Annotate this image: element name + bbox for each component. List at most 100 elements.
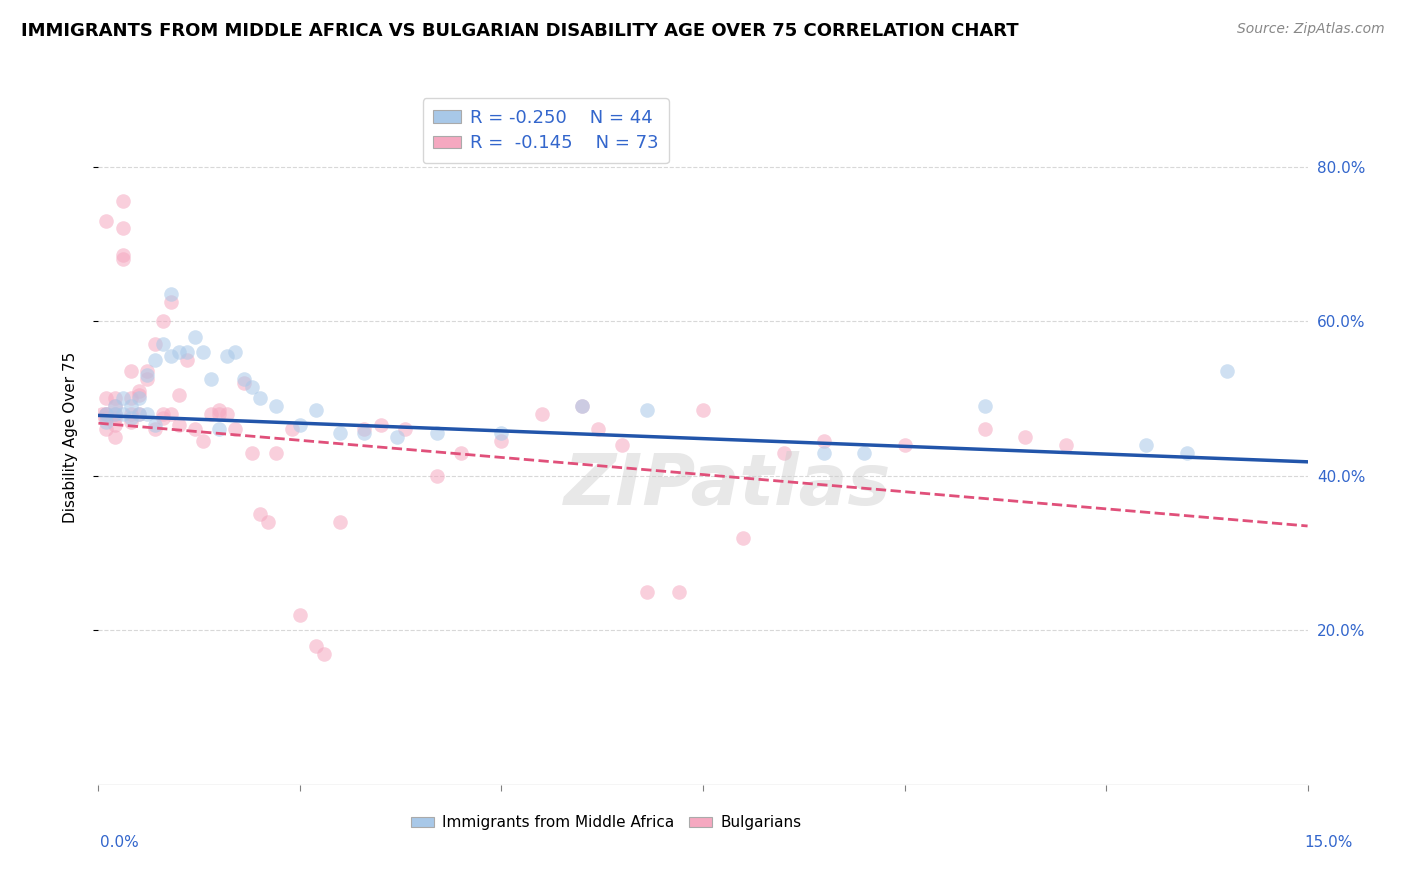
Point: [1014, 430, 1036, 444]
Point: [264, 399, 287, 413]
Point: [103, 410, 125, 425]
Point: [160, 349, 183, 363]
Point: [111, 194, 134, 209]
Point: [256, 515, 278, 529]
Point: [974, 399, 997, 413]
Point: [96, 422, 118, 436]
Point: [426, 468, 449, 483]
Point: [224, 422, 246, 436]
Point: [232, 376, 254, 390]
Legend: Immigrants from Middle Africa, Bulgarians: Immigrants from Middle Africa, Bulgarian…: [405, 809, 807, 837]
Point: [96, 213, 118, 227]
Point: [96, 407, 118, 421]
Point: [120, 399, 142, 413]
Point: [143, 422, 166, 436]
Point: [167, 345, 190, 359]
Point: [103, 392, 125, 406]
Point: [143, 418, 166, 433]
Point: [692, 403, 714, 417]
Point: [1135, 438, 1157, 452]
Point: [111, 407, 134, 421]
Point: [103, 418, 125, 433]
Point: [394, 422, 416, 436]
Point: [264, 445, 287, 459]
Point: [530, 407, 553, 421]
Text: IMMIGRANTS FROM MIDDLE AFRICA VS BULGARIAN DISABILITY AGE OVER 75 CORRELATION CH: IMMIGRANTS FROM MIDDLE AFRICA VS BULGARI…: [21, 22, 1019, 40]
Point: [103, 407, 125, 421]
Point: [288, 607, 311, 622]
Point: [305, 403, 328, 417]
Point: [288, 418, 311, 433]
Point: [240, 445, 263, 459]
Point: [636, 584, 658, 599]
Point: [208, 403, 231, 417]
Point: [426, 426, 449, 441]
Point: [143, 337, 166, 351]
Point: [329, 515, 352, 529]
Point: [152, 337, 174, 351]
Point: [249, 508, 271, 522]
Point: [91, 407, 114, 421]
Point: [167, 418, 190, 433]
Point: [128, 384, 150, 398]
Point: [240, 380, 263, 394]
Point: [491, 426, 513, 441]
Point: [128, 407, 150, 421]
Text: Source: ZipAtlas.com: Source: ZipAtlas.com: [1237, 22, 1385, 37]
Point: [370, 418, 392, 433]
Point: [103, 399, 125, 413]
Point: [96, 415, 118, 429]
Point: [128, 392, 150, 406]
Point: [120, 415, 142, 429]
Point: [111, 248, 134, 262]
Point: [120, 364, 142, 378]
Point: [135, 407, 157, 421]
Point: [571, 399, 593, 413]
Point: [103, 399, 125, 413]
Point: [314, 647, 336, 661]
Point: [103, 430, 125, 444]
Point: [491, 434, 513, 448]
Point: [772, 445, 794, 459]
Point: [217, 407, 239, 421]
Point: [152, 407, 174, 421]
Point: [200, 372, 222, 386]
Y-axis label: Disability Age Over 75: Disability Age Over 75: [63, 351, 77, 523]
Point: [160, 407, 183, 421]
Text: 15.0%: 15.0%: [1305, 836, 1353, 850]
Point: [612, 438, 634, 452]
Point: [1175, 445, 1198, 459]
Point: [208, 422, 231, 436]
Point: [329, 426, 352, 441]
Point: [96, 407, 118, 421]
Point: [385, 430, 408, 444]
Point: [733, 531, 755, 545]
Point: [305, 639, 328, 653]
Point: [96, 392, 118, 406]
Point: [120, 410, 142, 425]
Point: [152, 410, 174, 425]
Point: [135, 364, 157, 378]
Point: [193, 434, 215, 448]
Point: [217, 349, 239, 363]
Point: [450, 445, 472, 459]
Point: [176, 345, 198, 359]
Point: [135, 372, 157, 386]
Point: [103, 407, 125, 421]
Point: [813, 434, 835, 448]
Point: [853, 445, 876, 459]
Text: 0.0%: 0.0%: [100, 836, 139, 850]
Point: [200, 407, 222, 421]
Point: [152, 314, 174, 328]
Point: [193, 345, 215, 359]
Point: [1054, 438, 1077, 452]
Point: [1216, 364, 1239, 378]
Point: [571, 399, 593, 413]
Point: [135, 368, 157, 383]
Point: [974, 422, 997, 436]
Point: [184, 329, 207, 343]
Point: [128, 387, 150, 401]
Point: [143, 352, 166, 367]
Point: [160, 287, 183, 301]
Point: [893, 438, 915, 452]
